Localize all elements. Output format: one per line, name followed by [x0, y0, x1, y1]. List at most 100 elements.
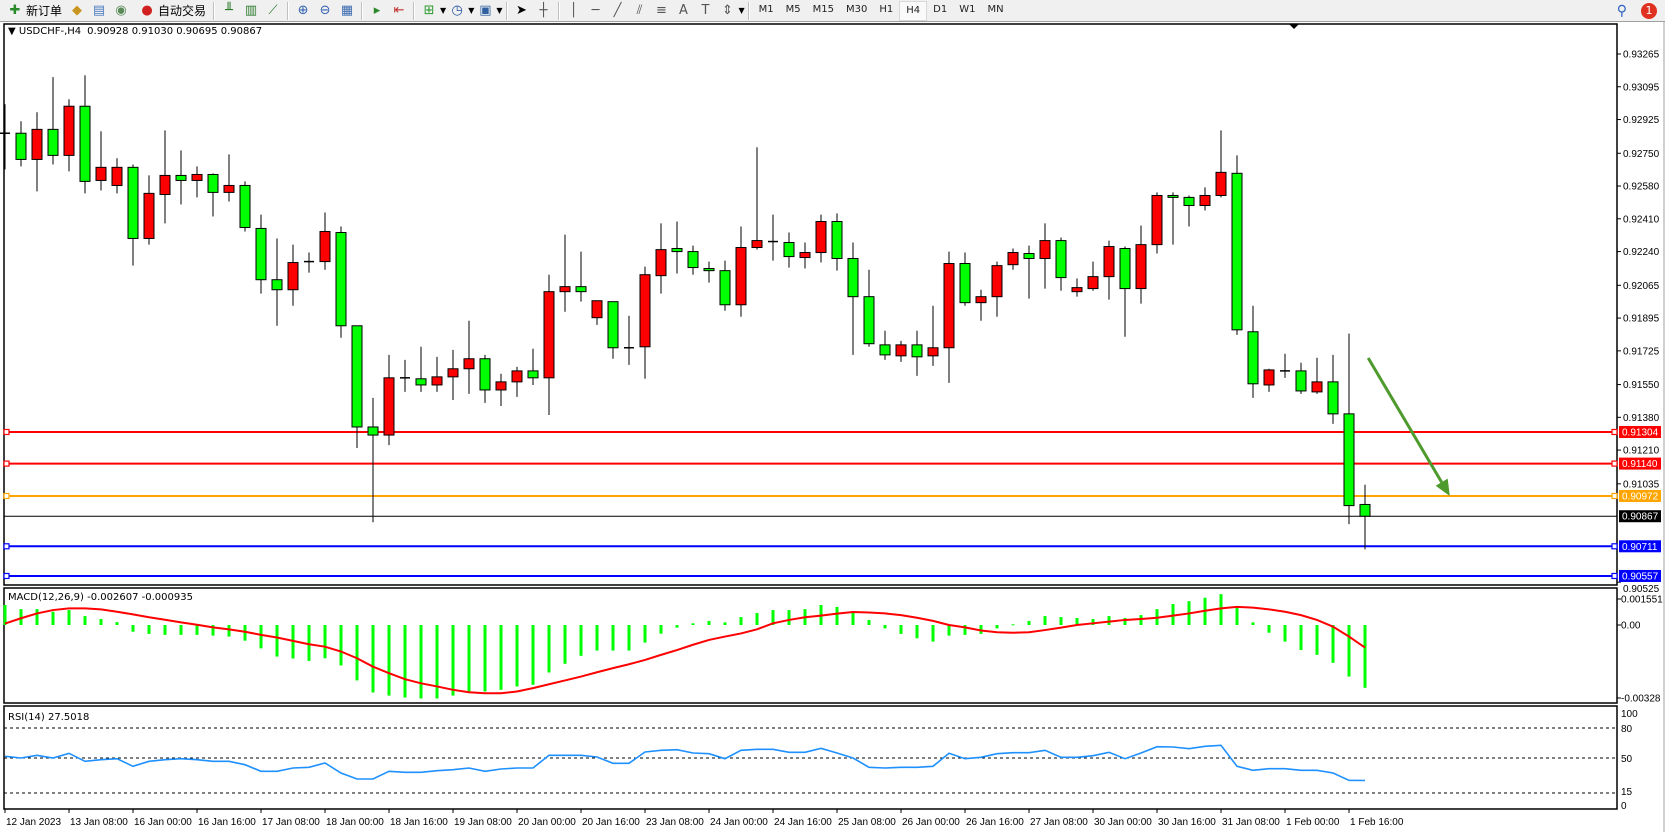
text-label-icon[interactable]: T — [701, 2, 710, 18]
dropdown-arrow-icon[interactable]: ▼ — [440, 6, 447, 15]
candle-body — [543, 291, 555, 379]
candle-body — [447, 368, 459, 378]
line-handle[interactable] — [3, 428, 10, 436]
line-handle[interactable] — [3, 543, 10, 550]
time-tick-label: 26 Jan 16:00 — [966, 817, 1024, 828]
candle-body — [895, 344, 907, 357]
text-icon[interactable]: A — [679, 2, 688, 18]
cursor-icon[interactable]: ➤ — [516, 2, 527, 18]
candlestick-icon[interactable]: ▥ — [244, 2, 258, 18]
timeframe-m15[interactable]: M15 — [812, 3, 835, 15]
line-handle[interactable] — [1611, 492, 1618, 500]
timeframe-h1[interactable]: H1 — [879, 3, 894, 15]
price-chart[interactable]: 0.93265 0.93095 0.92925 0.92750 0.92580 0.924… — [0, 22, 1665, 832]
dropdown-arrow-icon[interactable]: ▼ — [468, 6, 475, 15]
dropdown-arrow-icon[interactable]: ▼ — [738, 6, 745, 15]
candle-body — [831, 221, 843, 260]
macd-histogram-bar — [579, 625, 583, 656]
trendline-icon[interactable]: ╱ — [613, 2, 622, 18]
line-handle[interactable] — [1611, 572, 1618, 580]
candle — [607, 301, 619, 359]
macd-tick-label: 0.001551 — [1621, 595, 1663, 606]
macd-histogram-bar — [323, 625, 327, 659]
horizontal-line-icon[interactable]: ─ — [591, 2, 600, 18]
toolbar-divider — [213, 1, 216, 20]
timeframe-m1[interactable]: M1 — [758, 3, 774, 15]
candle-body — [175, 174, 187, 181]
candle — [959, 252, 971, 306]
templates-icon[interactable]: ▣ — [479, 2, 492, 18]
macd-histogram-bar — [1075, 618, 1079, 625]
time-tick-label: 18 Jan 00:00 — [326, 817, 384, 828]
bar-chart-icon[interactable]: ╨ — [225, 2, 233, 18]
price-line-label: 0.90972 — [1622, 491, 1659, 502]
line-handle[interactable] — [3, 460, 10, 467]
macd-histogram-bar — [387, 625, 391, 696]
candle-body — [351, 325, 363, 428]
indicators-icon[interactable]: ⊞ — [423, 2, 435, 18]
timeframe-h4[interactable]: H4 — [899, 0, 928, 21]
periods-icon[interactable]: ◷ — [451, 2, 463, 18]
terminal-icon[interactable]: ▤ — [92, 2, 106, 18]
line-handle[interactable] — [1611, 460, 1618, 467]
fibonacci-icon[interactable]: ≡ — [656, 2, 667, 18]
candle-body — [1183, 196, 1195, 207]
line-handle[interactable] — [3, 492, 10, 500]
timeframe-mn[interactable]: MN — [987, 3, 1004, 15]
time-tick-label: 16 Jan 16:00 — [198, 817, 256, 828]
line-handle[interactable] — [1611, 543, 1618, 550]
vertical-line-icon[interactable]: │ — [569, 2, 578, 18]
zoom-in-icon[interactable]: ⊕ — [297, 2, 309, 18]
price-line-badge — [1619, 457, 1661, 470]
macd-histogram-bar — [131, 625, 135, 632]
line-chart-icon[interactable]: ⟋ — [268, 2, 278, 18]
macd-histogram-bar — [1059, 617, 1063, 625]
macd-histogram-bar — [67, 610, 71, 625]
candle-body — [1167, 194, 1179, 198]
candle — [895, 340, 907, 362]
candle-body — [719, 270, 731, 306]
timeframe-m30[interactable]: M30 — [846, 3, 868, 15]
collapse-icon[interactable]: ▼ — [8, 26, 19, 37]
macd-histogram-bar — [883, 625, 887, 629]
candle — [79, 75, 91, 194]
timeframe-d1[interactable]: D1 — [933, 3, 948, 15]
line-handle[interactable] — [1611, 428, 1618, 436]
signals-icon[interactable]: ◉ — [115, 2, 127, 18]
time-tick-label: 19 Jan 08:00 — [454, 817, 512, 828]
new-order-button[interactable]: ✚ 新订单 — [0, 1, 66, 21]
search-icon[interactable]: ⚲ — [1616, 2, 1627, 19]
notifications-badge[interactable]: 1 — [1641, 2, 1657, 19]
dropdown-arrow-icon[interactable]: ▼ — [496, 6, 503, 15]
macd-tick-label: 0.00 — [1621, 621, 1641, 632]
tile-windows-icon[interactable]: ▦ — [340, 2, 354, 18]
macd-histogram-bar — [115, 622, 119, 625]
timeframe-m5[interactable]: M5 — [785, 3, 801, 15]
trend-arrow-line[interactable] — [1366, 357, 1443, 483]
macd-histogram-bar — [1267, 625, 1271, 633]
price-tick-label: 0.92925 — [1623, 115, 1660, 126]
new-order-icon: ✚ — [9, 2, 21, 18]
candle-body — [495, 381, 507, 391]
macd-histogram-bar — [1219, 594, 1223, 625]
chart-shift-icon[interactable]: ⇤ — [393, 2, 405, 18]
trend-arrow-head[interactable] — [1435, 478, 1450, 496]
candle — [255, 214, 267, 294]
candle-body — [207, 173, 219, 193]
crosshair-icon[interactable]: ┼ — [539, 2, 548, 18]
candle-body — [287, 262, 299, 291]
equidistant-channel-icon[interactable]: ⫽ — [636, 2, 643, 18]
candle-body — [255, 227, 267, 281]
auto-trading-button[interactable]: ● 自动交易 — [132, 1, 210, 21]
zoom-out-icon[interactable]: ⊖ — [319, 2, 331, 18]
candle-body — [975, 296, 987, 304]
auto-scroll-icon[interactable]: ▸ — [373, 2, 381, 18]
gold-icon[interactable]: ◆ — [72, 2, 83, 18]
candle — [1119, 246, 1131, 337]
timeframe-bar: M1 M5 M15 M30 H1 H4 D1 W1 MN — [753, 0, 1010, 21]
arrows-icon[interactable]: ⇕ — [722, 2, 733, 18]
macd-histogram-bar — [435, 625, 439, 699]
timeframe-w1[interactable]: W1 — [959, 3, 976, 15]
chart-shift-marker[interactable] — [1289, 24, 1299, 29]
line-handle[interactable] — [3, 572, 10, 580]
